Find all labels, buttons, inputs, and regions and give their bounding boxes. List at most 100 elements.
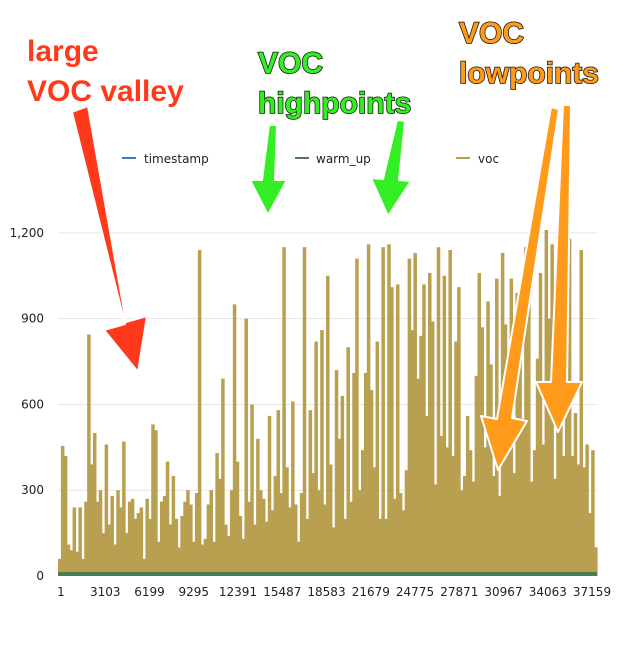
voc-bar xyxy=(422,284,426,576)
voc-bar xyxy=(436,247,441,576)
legend: timestamp warm_up voc xyxy=(122,152,499,166)
x-tick-label: 15487 xyxy=(263,585,301,599)
voc-bar xyxy=(194,493,199,576)
voc-bar xyxy=(127,501,132,576)
voc-bar xyxy=(174,518,179,576)
voc-bar xyxy=(90,464,94,576)
voc-bar xyxy=(270,510,275,576)
voc-bar xyxy=(445,447,450,576)
voc-bar xyxy=(276,410,281,576)
voc-bar xyxy=(413,252,417,576)
voc-bar xyxy=(250,404,254,576)
voc-bar xyxy=(241,538,246,576)
voc-bar xyxy=(384,518,388,576)
voc-bar xyxy=(346,347,350,576)
voc-bar xyxy=(200,544,205,576)
green-arrow-left xyxy=(249,124,288,216)
annotation-voc-green: VOC xyxy=(258,47,323,80)
voc-bar xyxy=(355,258,359,576)
voc-bar xyxy=(113,544,117,576)
voc-bar xyxy=(352,372,356,576)
voc-bar xyxy=(72,507,77,576)
voc-bar xyxy=(296,541,301,576)
voc-bar xyxy=(439,435,444,576)
voc-bar xyxy=(541,444,546,576)
legend-label-warm-up: warm_up xyxy=(316,152,371,166)
voc-bar xyxy=(378,518,382,576)
voc-bar xyxy=(448,250,452,577)
voc-bar xyxy=(559,370,563,576)
voc-bar xyxy=(267,415,272,576)
voc-bar xyxy=(215,453,219,576)
y-tick-label: 1,200 xyxy=(10,226,44,240)
voc-bar xyxy=(162,495,167,576)
voc-bar xyxy=(489,364,493,576)
voc-bar xyxy=(372,467,377,576)
voc-bar xyxy=(92,433,97,576)
voc-bar xyxy=(282,247,286,576)
voc-bar xyxy=(497,495,502,576)
voc-bar xyxy=(585,444,589,576)
voc-bar xyxy=(366,244,371,576)
voc-bar xyxy=(398,493,403,576)
voc-bar xyxy=(107,524,112,576)
voc-bar xyxy=(261,498,266,576)
red-arrow xyxy=(71,105,148,373)
voc-bar xyxy=(358,490,362,576)
x-tick-label: 27871 xyxy=(440,585,478,599)
voc-bar xyxy=(136,513,141,576)
voc-bar xyxy=(591,450,595,576)
voc-bar xyxy=(594,547,598,576)
x-tick-label: 6199 xyxy=(134,585,165,599)
voc-bar xyxy=(244,318,248,576)
voc-bar xyxy=(288,507,292,576)
voc-bar xyxy=(151,424,155,576)
voc-bar xyxy=(95,501,100,576)
x-tick-label: 30967 xyxy=(484,585,522,599)
voc-bar xyxy=(110,495,114,576)
x-tick-label: 3103 xyxy=(90,585,121,599)
y-tick-label: 900 xyxy=(21,312,44,326)
voc-bar xyxy=(148,518,152,576)
voc-bar xyxy=(87,334,91,576)
annotation-arrows xyxy=(71,104,583,471)
annotation-highpoints: highpoints xyxy=(258,87,411,120)
legend-label-timestamp: timestamp xyxy=(144,152,209,166)
voc-bar xyxy=(390,287,394,576)
voc-bar xyxy=(395,284,400,576)
voc-bar xyxy=(63,455,68,576)
voc-bar xyxy=(314,341,318,576)
annotation-voc-valley: VOC valley xyxy=(27,75,184,108)
voc-bar xyxy=(331,527,336,576)
voc-bar xyxy=(212,541,216,576)
voc-bar xyxy=(218,478,222,576)
voc-bar xyxy=(145,498,149,576)
voc-bar xyxy=(209,490,214,576)
voc-bar xyxy=(462,475,467,576)
voc-bar xyxy=(401,510,406,576)
voc-bar xyxy=(285,467,289,576)
voc-bar xyxy=(468,450,473,576)
voc-bar xyxy=(538,272,543,576)
x-axis: 1 3103 6199 9295 12391 15487 18583 21679 24775 27… xyxy=(57,585,611,599)
voc-bar xyxy=(323,504,327,576)
voc-bar xyxy=(553,478,557,576)
voc-bar xyxy=(407,258,412,576)
voc-bar xyxy=(428,272,432,576)
voc-bar xyxy=(159,501,164,576)
voc-bar xyxy=(521,418,525,576)
voc-bar xyxy=(168,524,173,576)
voc-bar xyxy=(311,473,315,576)
voc-bar xyxy=(247,501,251,576)
voc-bar xyxy=(226,535,231,576)
voc-bar xyxy=(81,558,85,576)
voc-bar xyxy=(419,335,423,576)
voc-bar xyxy=(320,330,324,576)
voc-bar xyxy=(349,501,353,576)
voc-bar xyxy=(291,401,295,576)
annotation-large: large xyxy=(27,35,99,68)
voc-bar xyxy=(363,372,368,576)
voc-bar xyxy=(410,330,415,576)
annotation-lowpoints: lowpoints xyxy=(459,57,599,90)
voc-bar xyxy=(562,455,566,576)
